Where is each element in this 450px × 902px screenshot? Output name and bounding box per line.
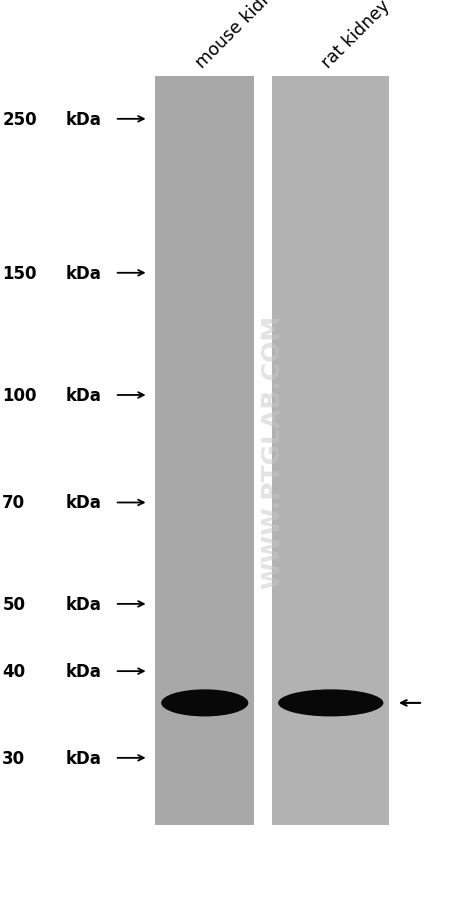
Text: 40: 40 bbox=[2, 662, 25, 680]
Text: kDa: kDa bbox=[65, 595, 101, 613]
Text: 150: 150 bbox=[2, 264, 37, 282]
Ellipse shape bbox=[161, 690, 248, 717]
Text: WWW.PTGLAB.COM: WWW.PTGLAB.COM bbox=[260, 314, 284, 588]
Text: 100: 100 bbox=[2, 387, 37, 404]
Text: 250: 250 bbox=[2, 111, 37, 129]
Text: kDa: kDa bbox=[65, 264, 101, 282]
Text: kDa: kDa bbox=[65, 387, 101, 404]
Text: kDa: kDa bbox=[65, 111, 101, 129]
Text: 50: 50 bbox=[2, 595, 25, 613]
Text: 30: 30 bbox=[2, 749, 25, 767]
Ellipse shape bbox=[278, 690, 383, 717]
Text: 70: 70 bbox=[2, 494, 25, 512]
Text: kDa: kDa bbox=[65, 662, 101, 680]
Bar bbox=[155, 77, 254, 825]
Text: kDa: kDa bbox=[65, 494, 101, 512]
Text: rat kidney: rat kidney bbox=[318, 0, 393, 72]
Bar bbox=[272, 77, 389, 825]
Text: kDa: kDa bbox=[65, 749, 101, 767]
Text: mouse kidney: mouse kidney bbox=[192, 0, 291, 72]
